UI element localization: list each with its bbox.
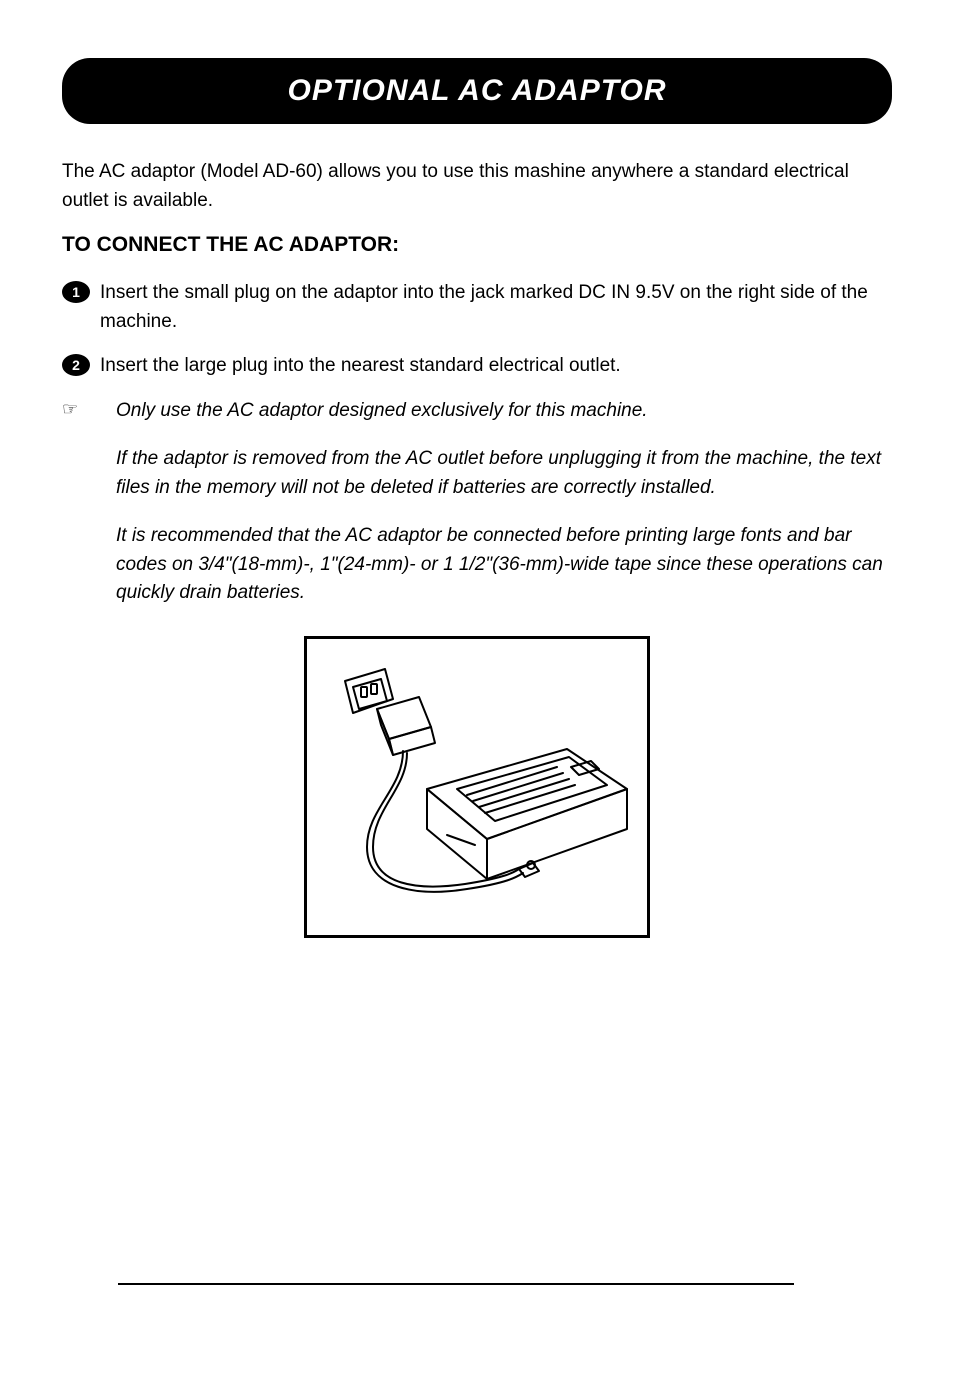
step-item: 1 Insert the small plug on the adaptor i… bbox=[62, 279, 892, 336]
manual-page: OPTIONAL AC ADAPTOR The AC adaptor (Mode… bbox=[0, 0, 954, 938]
step-list: 1 Insert the small plug on the adaptor i… bbox=[62, 279, 892, 381]
connect-subheading: TO CONNECT THE AC ADAPTOR: bbox=[62, 233, 892, 257]
section-title: OPTIONAL AC ADAPTOR bbox=[287, 74, 666, 108]
adaptor-svg bbox=[307, 639, 650, 938]
step-number-badge: 1 bbox=[62, 281, 90, 303]
adaptor-illustration bbox=[304, 636, 650, 938]
figure-container bbox=[62, 636, 892, 938]
step-number-badge: 2 bbox=[62, 354, 90, 376]
note-row: ☞ Only use the AC adaptor designed exclu… bbox=[62, 397, 892, 628]
step-item: 2 Insert the large plug into the nearest… bbox=[62, 352, 892, 381]
step-text: Insert the large plug into the nearest s… bbox=[100, 352, 621, 381]
step-text: Insert the small plug on the adaptor int… bbox=[100, 279, 892, 336]
pointing-hand-icon: ☞ bbox=[62, 399, 116, 420]
intro-paragraph: The AC adaptor (Model AD-60) allows you … bbox=[62, 158, 892, 215]
section-title-bar: OPTIONAL AC ADAPTOR bbox=[62, 58, 892, 124]
note-text: It is recommended that the AC adaptor be… bbox=[116, 522, 892, 608]
note-text: Only use the AC adaptor designed exclusi… bbox=[116, 397, 892, 426]
notes-block: ☞ Only use the AC adaptor designed exclu… bbox=[62, 397, 892, 628]
footer-rule bbox=[118, 1283, 794, 1285]
note-text: If the adaptor is removed from the AC ou… bbox=[116, 445, 892, 502]
note-body: Only use the AC adaptor designed exclusi… bbox=[116, 397, 892, 628]
